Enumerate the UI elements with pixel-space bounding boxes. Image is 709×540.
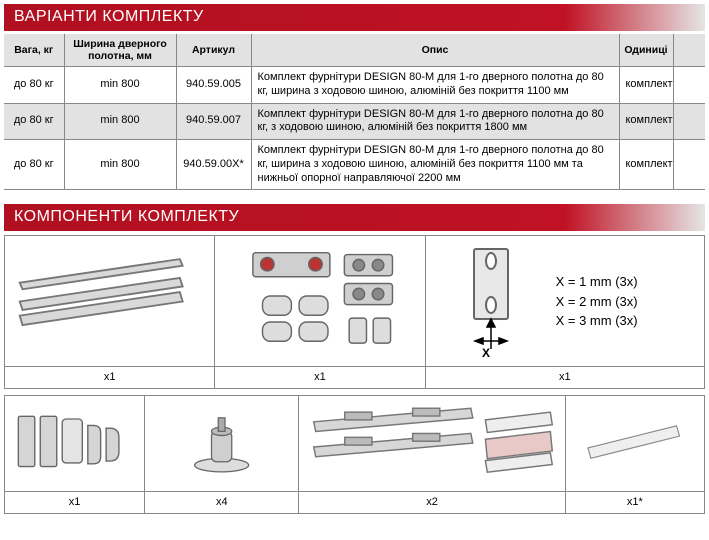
- qty-label: x2: [298, 492, 564, 514]
- table-row: до 80 кг min 800 940.59.005 Комплект фур…: [4, 67, 705, 104]
- cell-article: 940.59.00X*: [176, 140, 251, 190]
- cell-units: комплект: [619, 67, 673, 104]
- cell-article: 940.59.007: [176, 103, 251, 140]
- qty-label: x1: [4, 492, 144, 514]
- rail-track-icon: [5, 236, 214, 366]
- variants-table: Вага, кг Ширина дверного полотна, мм Арт…: [4, 34, 705, 190]
- components-qty-row-1: x1 x1 x1: [4, 367, 705, 389]
- dim-line-3: X = 3 mm (3x): [556, 311, 638, 331]
- end-caps-icon: [5, 396, 144, 491]
- component-cell: [144, 395, 298, 492]
- col-article: Артикул: [176, 34, 251, 67]
- component-cell: [298, 395, 564, 492]
- dimension-text-block: X = 1 mm (3x) X = 2 mm (3x) X = 3 mm (3x…: [556, 272, 638, 331]
- col-desc: Опис: [251, 34, 619, 67]
- cell-desc: Комплект фурнітури DESIGN 80-M для 1-го …: [251, 103, 619, 140]
- col-units: Одиниці: [619, 34, 673, 67]
- cell-article: 940.59.005: [176, 67, 251, 104]
- roller-carriage-icon: [215, 236, 424, 366]
- cell-weight: до 80 кг: [4, 103, 64, 140]
- table-row: до 80 кг min 800 940.59.007 Комплект фур…: [4, 103, 705, 140]
- components-row-1: X X = 1 mm (3x) X = 2 mm (3x) X = 3 mm (…: [4, 235, 705, 367]
- spacer-plate-icon: X X = 1 mm (3x) X = 2 mm (3x) X = 3 mm (…: [426, 236, 704, 366]
- col-weight: Вага, кг: [4, 34, 64, 67]
- qty-label: x1: [214, 367, 424, 389]
- dim-x-label: X: [482, 346, 490, 360]
- cover-profile-icon: [566, 396, 704, 491]
- cell-width: min 800: [64, 103, 176, 140]
- component-cell: X X = 1 mm (3x) X = 2 mm (3x) X = 3 mm (…: [425, 235, 705, 367]
- cell-empty: [673, 103, 705, 140]
- col-width: Ширина дверного полотна, мм: [64, 34, 176, 67]
- cell-units: комплект: [619, 103, 673, 140]
- component-cell: [4, 235, 214, 367]
- section-header-variants: ВАРІАНТИ КОМПЛЕКТУ: [4, 4, 705, 31]
- component-cell: [4, 395, 144, 492]
- qty-label: x1: [4, 367, 214, 389]
- floor-guide-icon: [145, 396, 298, 491]
- cell-empty: [673, 140, 705, 190]
- section-header-components: КОМПОНЕНТИ КОМПЛЕКТУ: [4, 204, 705, 231]
- cell-weight: до 80 кг: [4, 67, 64, 104]
- components-row-2: [4, 395, 705, 492]
- cell-units: комплект: [619, 140, 673, 190]
- dim-line-2: X = 2 mm (3x): [556, 292, 638, 312]
- cell-weight: до 80 кг: [4, 140, 64, 190]
- cell-desc: Комплект фурнітури DESIGN 80-M для 1-го …: [251, 140, 619, 190]
- cell-empty: [673, 67, 705, 104]
- cell-width: min 800: [64, 67, 176, 104]
- cell-desc: Комплект фурнітури DESIGN 80-M для 1-го …: [251, 67, 619, 104]
- soft-close-rails-icon: [299, 396, 564, 491]
- col-empty: [673, 34, 705, 67]
- dim-line-1: X = 1 mm (3x): [556, 272, 638, 292]
- qty-label: x4: [144, 492, 298, 514]
- components-qty-row-2: x1 x4 x2 x1*: [4, 492, 705, 514]
- table-header-row: Вага, кг Ширина дверного полотна, мм Арт…: [4, 34, 705, 67]
- table-row: до 80 кг min 800 940.59.00X* Комплект фу…: [4, 140, 705, 190]
- cell-width: min 800: [64, 140, 176, 190]
- component-cell: [214, 235, 424, 367]
- component-cell: [565, 395, 705, 492]
- qty-label: x1: [425, 367, 705, 389]
- qty-label: x1*: [565, 492, 705, 514]
